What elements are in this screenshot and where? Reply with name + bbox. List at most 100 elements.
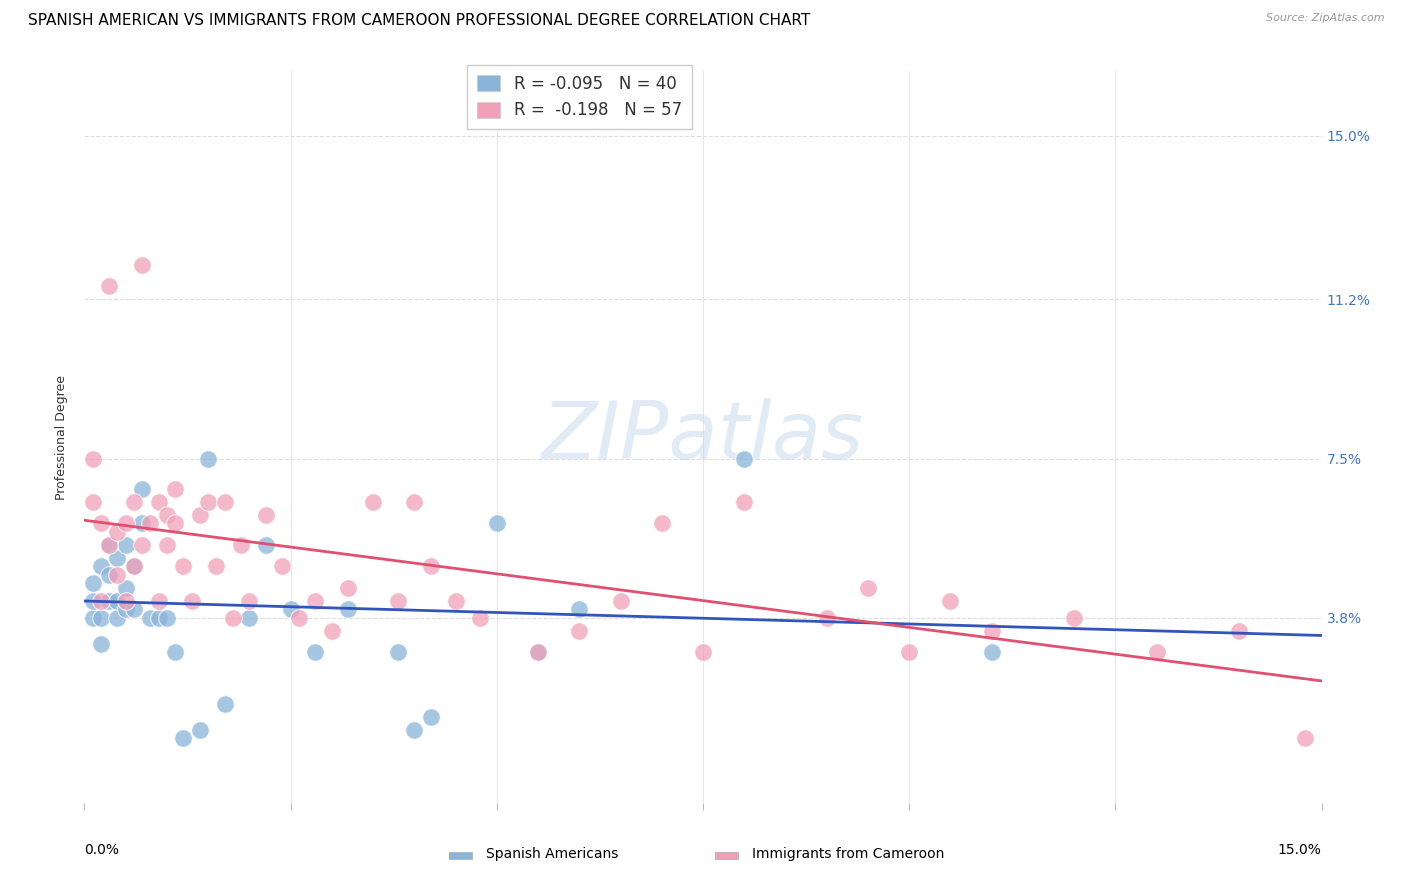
Point: [444, 593, 467, 607]
Point: [98, 593, 121, 607]
Point: [90, 559, 112, 574]
Point: [254, 508, 277, 522]
Point: [1146, 645, 1168, 659]
Point: [527, 645, 550, 659]
Point: [131, 538, 153, 552]
Point: [139, 611, 162, 625]
Point: [214, 697, 236, 711]
Point: [156, 538, 179, 552]
Point: [214, 494, 236, 508]
Point: [856, 581, 879, 595]
Point: [131, 482, 153, 496]
Point: [361, 494, 384, 508]
Point: [165, 516, 187, 530]
Point: [90, 516, 112, 530]
Point: [337, 602, 360, 616]
Point: [568, 602, 591, 616]
Point: [609, 593, 631, 607]
Point: [148, 611, 170, 625]
Point: [114, 516, 136, 530]
Point: [733, 451, 755, 466]
Point: [98, 538, 121, 552]
Legend: R = -0.095   N = 40, R =  -0.198   N = 57: R = -0.095 N = 40, R = -0.198 N = 57: [467, 65, 692, 129]
Point: [229, 538, 252, 552]
Point: [172, 559, 194, 574]
Text: ZIPatlas: ZIPatlas: [541, 398, 865, 476]
Point: [165, 482, 187, 496]
Point: [82, 611, 104, 625]
Point: [82, 451, 104, 466]
Point: [148, 494, 170, 508]
Point: [122, 559, 145, 574]
Point: [180, 593, 202, 607]
Point: [98, 567, 121, 582]
Point: [387, 593, 409, 607]
Point: [733, 494, 755, 508]
Point: [222, 611, 245, 625]
Point: [114, 581, 136, 595]
Point: [131, 516, 153, 530]
Point: [148, 593, 170, 607]
Point: [165, 645, 187, 659]
Text: 0.0%: 0.0%: [84, 843, 120, 857]
Point: [1294, 731, 1316, 746]
Point: [139, 516, 162, 530]
Point: [98, 538, 121, 552]
Point: [527, 645, 550, 659]
Point: [156, 508, 179, 522]
Point: [568, 624, 591, 638]
Point: [337, 581, 360, 595]
Text: Spanish Americans: Spanish Americans: [486, 847, 619, 861]
Point: [288, 611, 311, 625]
Point: [114, 538, 136, 552]
Point: [114, 602, 136, 616]
Point: [114, 593, 136, 607]
Bar: [716, 852, 738, 859]
Point: [122, 494, 145, 508]
Point: [90, 637, 112, 651]
Point: [90, 611, 112, 625]
Point: [122, 602, 145, 616]
Point: [122, 559, 145, 574]
Point: [188, 723, 211, 737]
Point: [404, 723, 426, 737]
Point: [98, 279, 121, 293]
Bar: [450, 852, 471, 859]
Point: [82, 576, 104, 591]
Point: [105, 567, 128, 582]
Text: SPANISH AMERICAN VS IMMIGRANTS FROM CAMEROON PROFESSIONAL DEGREE CORRELATION CHA: SPANISH AMERICAN VS IMMIGRANTS FROM CAME…: [28, 13, 810, 29]
Point: [321, 624, 343, 638]
Point: [172, 731, 194, 746]
Point: [419, 559, 441, 574]
Point: [90, 593, 112, 607]
Point: [197, 451, 219, 466]
Point: [105, 611, 128, 625]
Point: [238, 593, 260, 607]
Point: [939, 593, 962, 607]
Point: [197, 494, 219, 508]
Point: [238, 611, 260, 625]
Point: [815, 611, 838, 625]
Point: [105, 524, 128, 539]
Point: [1063, 611, 1085, 625]
Point: [470, 611, 492, 625]
Point: [485, 516, 508, 530]
Point: [82, 494, 104, 508]
Point: [105, 550, 128, 565]
Point: [651, 516, 673, 530]
Point: [898, 645, 921, 659]
Point: [404, 494, 426, 508]
Point: [980, 624, 1002, 638]
Point: [304, 593, 326, 607]
Point: [280, 602, 302, 616]
Point: [1227, 624, 1250, 638]
Point: [82, 593, 104, 607]
Point: [692, 645, 714, 659]
Point: [188, 508, 211, 522]
Text: 15.0%: 15.0%: [1278, 843, 1322, 857]
Point: [304, 645, 326, 659]
Point: [387, 645, 409, 659]
Point: [419, 710, 441, 724]
Y-axis label: Professional Degree: Professional Degree: [55, 375, 69, 500]
Text: Immigrants from Cameroon: Immigrants from Cameroon: [752, 847, 945, 861]
